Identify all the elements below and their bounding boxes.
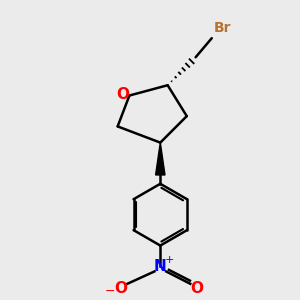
Text: O: O [114, 281, 127, 296]
Text: N: N [154, 259, 167, 274]
Text: +: + [165, 255, 174, 265]
Polygon shape [156, 142, 165, 175]
Text: −: − [104, 285, 115, 298]
Text: Br: Br [213, 21, 231, 34]
Text: O: O [116, 87, 129, 102]
Text: O: O [190, 281, 204, 296]
